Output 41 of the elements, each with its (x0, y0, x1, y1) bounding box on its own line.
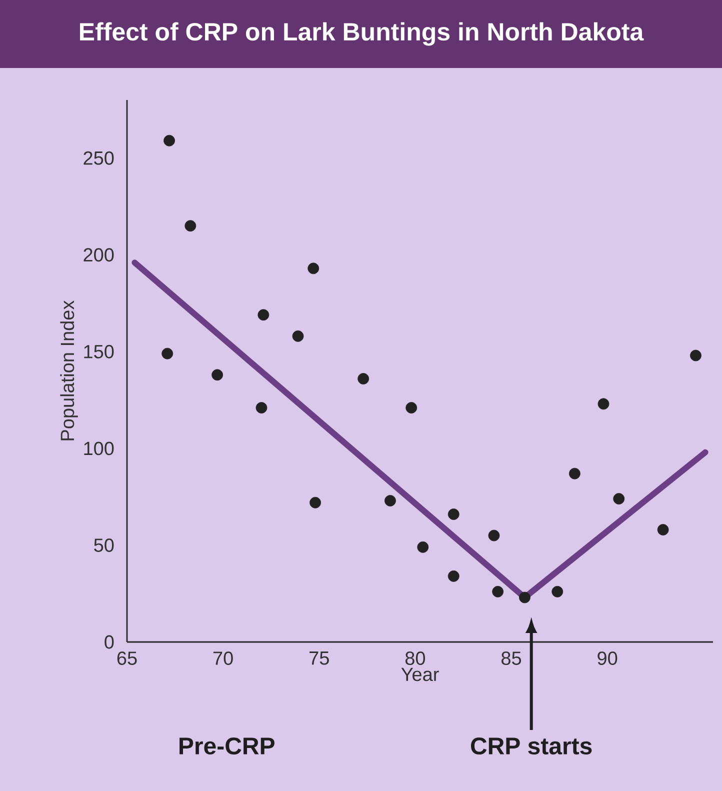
point (310, 496, 321, 508)
point (488, 530, 500, 542)
y-tick-label: 150 (84, 344, 114, 358)
point (162, 348, 174, 360)
point (417, 541, 429, 553)
point (258, 309, 270, 321)
point (519, 592, 530, 604)
point (212, 369, 224, 381)
x-axis-title: Year (401, 668, 439, 682)
x-tick-label: 65 (117, 652, 137, 665)
chart-title: Effect of CRP on Lark Buntings in North Dakota (80, 22, 644, 46)
y-axis-title: Population Index (60, 300, 78, 440)
point (448, 570, 460, 582)
y-tick-label: 100 (84, 442, 114, 456)
point (256, 402, 268, 414)
x-tick-label: 75 (310, 652, 329, 665)
point (690, 350, 702, 362)
x-tick-label: 90 (598, 652, 618, 665)
text: Pre-CRP (180, 738, 274, 754)
x-tick-label: 80 (405, 652, 426, 665)
point (492, 586, 504, 598)
text: CRP starts (470, 738, 592, 754)
point (657, 524, 669, 536)
point (292, 330, 304, 342)
point (448, 508, 460, 520)
y-tick-label: 50 (94, 538, 114, 552)
point (568, 468, 580, 480)
point (384, 494, 396, 506)
point (406, 402, 418, 414)
y-tick-label: 0 (104, 635, 114, 649)
point (613, 493, 625, 504)
point (552, 586, 564, 598)
x-tick-label: 85 (502, 652, 522, 665)
y-tick-label: 200 (84, 248, 114, 262)
x-tick-label: 70 (213, 652, 233, 665)
point (598, 398, 610, 410)
point (184, 220, 196, 232)
point (358, 373, 370, 384)
point (308, 262, 320, 274)
y-tick-label: 250 (84, 151, 114, 165)
point (164, 134, 175, 146)
